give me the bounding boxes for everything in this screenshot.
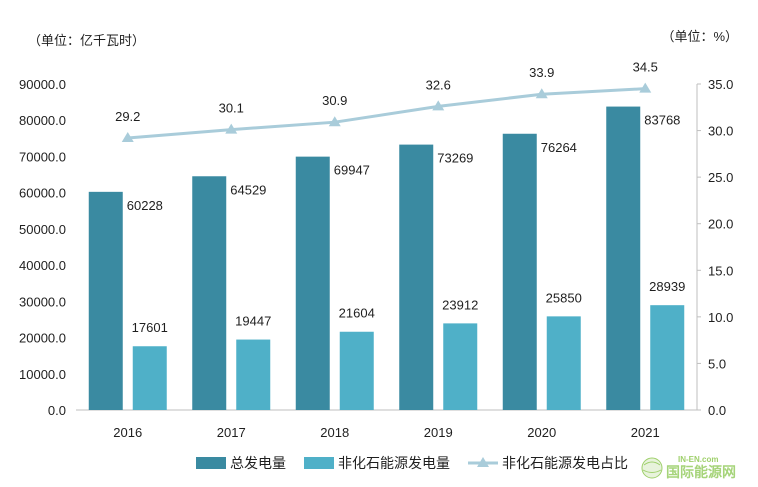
left-axis-tick-label: 70000.0 [19,149,66,164]
right-axis-tick-label: 15.0 [708,263,733,278]
non-fossil-share-data-label: 29.2 [115,109,140,124]
non-fossil-share-marker [121,132,134,143]
right-axis-tick-label: 35.0 [708,77,733,92]
x-axis-category-label: 2016 [113,425,142,440]
non-fossil-generation-data-label: 17601 [132,320,168,335]
left-axis-tick-label: 10000.0 [19,367,66,382]
non-fossil-generation-bar [443,323,478,410]
total-generation-bar [502,133,537,411]
total-generation-data-label: 73269 [437,151,473,166]
total-generation-data-label: 64529 [230,182,266,197]
non-fossil-share-data-label: 32.6 [426,77,451,92]
legend-swatch-total [196,457,226,469]
total-generation-data-label: 83768 [644,113,680,128]
watermark-logo: IN-EN.com 国际能源网 [640,453,750,481]
non-fossil-generation-bar [546,316,581,410]
right-axis-tick-label: 25.0 [708,170,733,185]
right-axis-tick-label: 5.0 [708,356,726,371]
bars [88,106,685,411]
left-axis-tick-label: 30000.0 [19,294,66,309]
non-fossil-share-data-label: 30.1 [219,101,244,116]
left-axis-tick-label: 40000.0 [19,258,66,273]
total-generation-bar [88,191,123,410]
left-axis-tick-label: 80000.0 [19,113,66,128]
left-axis-tick-label: 20000.0 [19,331,66,346]
legend-label-share: 非化石能源发电占比 [502,455,628,471]
x-axis-category-label: 2017 [217,425,246,440]
watermark-domain: IN-EN.com [678,455,718,464]
non-fossil-generation-bar [236,339,271,410]
globe-icon [641,457,663,479]
total-generation-bar [295,156,330,410]
axes: 0.0 10000.0 20000.0 30000.0 40000.0 50000.0 60… [19,77,733,440]
left-axis-unit-label: （单位：亿千瓦时） [28,33,145,48]
left-axis-tick-label: 90000.0 [19,77,66,92]
non-fossil-share-data-label: 30.9 [322,93,347,108]
non-fossil-share-marker [639,82,652,93]
x-axis-category-label: 2018 [320,425,349,440]
non-fossil-share-marker [225,123,238,134]
non-fossil-generation-data-label: 25850 [546,290,582,305]
non-fossil-generation-data-label: 19447 [235,314,271,329]
legend-label-total: 总发电量 [230,455,286,471]
non-fossil-generation-bar [132,346,167,410]
non-fossil-share-data-label: 33.9 [529,65,554,80]
total-generation-data-label: 76264 [541,140,577,155]
non-fossil-share-line [127,87,646,140]
total-generation-bar [606,106,641,410]
watermark-name: 国际能源网 [666,464,736,481]
left-axis-tick-label: 0.0 [48,403,66,418]
legend-swatch-share-marker [477,457,489,467]
left-axis-tick-label: 60000.0 [19,186,66,201]
data-labels: 60228 17601 64529 19447 69947 21604 73269 23912… [115,60,685,336]
right-axis-tick-label: 0.0 [708,403,726,418]
non-fossil-generation-data-label: 28939 [649,279,685,294]
ratio-line [121,82,652,143]
legend-swatch-non-fossil [304,457,334,469]
non-fossil-generation-bar [339,331,374,410]
x-axis-category-label: 2020 [527,425,556,440]
legend-label-non-fossil: 非化石能源发电量 [338,455,450,471]
x-axis-category-label: 2021 [631,425,660,440]
non-fossil-share-marker [328,116,341,127]
total-generation-bar [399,144,434,410]
right-axis-tick-label: 10.0 [708,310,733,325]
total-generation-data-label: 69947 [334,163,370,178]
non-fossil-generation-bar [650,305,685,410]
right-axis-unit-label: （单位：%） [661,29,738,44]
total-generation-bar [192,176,227,410]
legend: 总发电量 非化石能源发电量 非化石能源发电占比 [196,455,628,471]
right-axis-tick-label: 20.0 [708,217,733,232]
left-axis-tick-label: 50000.0 [19,222,66,237]
non-fossil-share-marker [535,88,548,99]
x-axis-category-label: 2019 [424,425,453,440]
right-axis-tick-label: 30.0 [708,124,733,139]
non-fossil-share-marker [432,100,445,111]
total-generation-data-label: 60228 [127,198,163,213]
non-fossil-share-data-label: 34.5 [633,60,658,75]
non-fossil-generation-data-label: 21604 [339,306,375,321]
non-fossil-generation-data-label: 23912 [442,297,478,312]
